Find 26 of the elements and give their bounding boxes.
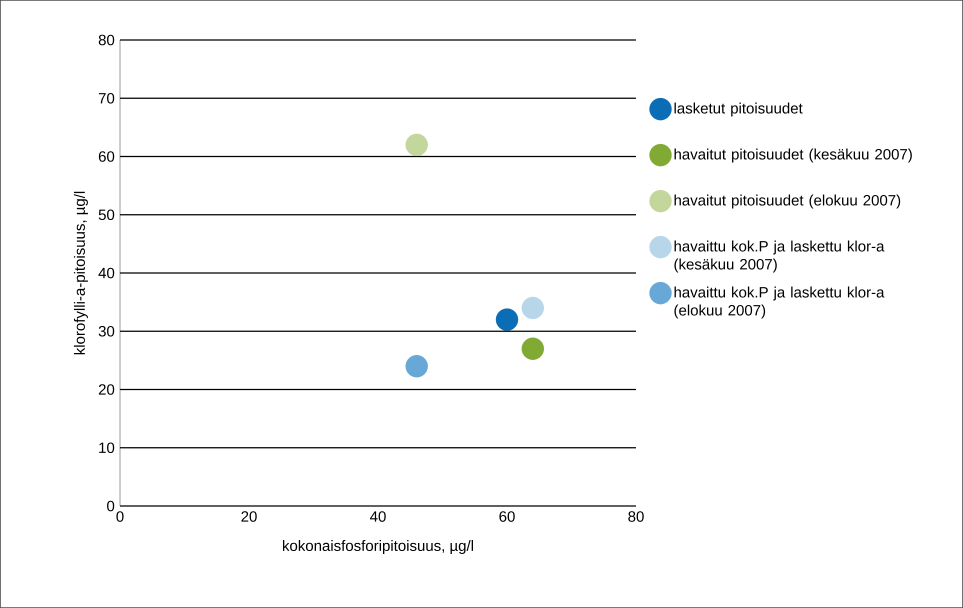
y-tick-label: 80 (98, 34, 114, 46)
legend-label: lasketut pitoisuudet (674, 102, 803, 117)
y-tick-label: 50 (98, 209, 114, 220)
y-tick-label: 20 (98, 384, 114, 395)
y-tick-label: 70 (98, 92, 114, 104)
x-tick-label: 80 (628, 511, 644, 522)
y-tick-label: 10 (99, 442, 114, 454)
x-tick-label: 60 (499, 511, 515, 522)
x-tick-label: 40 (370, 511, 386, 522)
point (522, 338, 544, 360)
point (496, 308, 518, 331)
y-axis-title: klorofylli-a-pitoisuus, µg/l (74, 192, 88, 354)
legend-label: havaittu kok.P ja laskettu klor-a (elokuu 2007) (674, 286, 884, 319)
x-tick-label: 20 (241, 511, 257, 522)
legend-label: havaittu kok.P ja laskettu klor-a (kesäkuu 2007) (674, 240, 884, 273)
legend-label: havaitut pitoisuudet (elokuu 2007) (674, 194, 900, 209)
legend-label: havaitut pitoisuudet (kesäkuu 2007) (674, 148, 912, 163)
point (522, 296, 544, 320)
x-tick-label: 0 (116, 511, 124, 522)
y-tick-label: 30 (98, 326, 114, 337)
point (406, 355, 428, 378)
y-tick-label: 40 (98, 268, 114, 278)
point (406, 134, 428, 156)
y-tick-label: 60 (98, 151, 114, 162)
x-axis-title: kokonaisfosforipitoisuus, µg/l (282, 540, 473, 554)
y-tick-label: 0 (107, 500, 114, 512)
